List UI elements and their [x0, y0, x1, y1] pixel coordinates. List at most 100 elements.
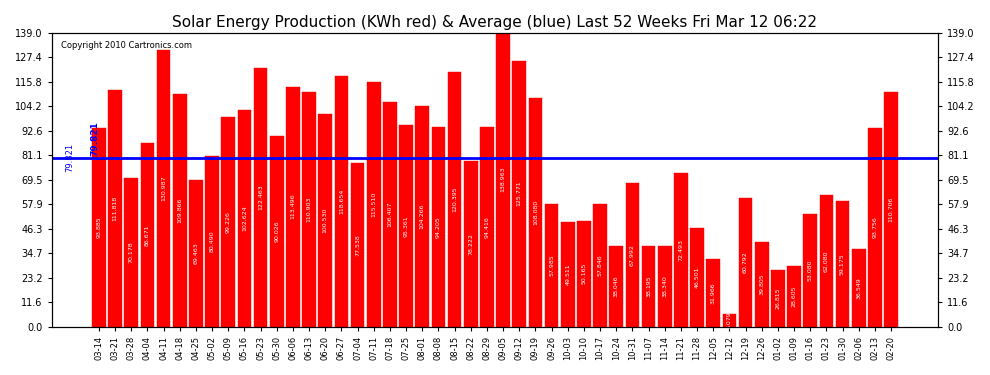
Bar [513, 60, 526, 327]
Text: 79.821: 79.821 [91, 121, 100, 156]
Text: 59.175: 59.175 [841, 253, 845, 275]
Text: 94.205: 94.205 [436, 216, 441, 238]
Bar [723, 314, 737, 327]
Bar [156, 50, 170, 327]
Bar [125, 178, 139, 327]
Bar [464, 161, 477, 327]
Title: Solar Energy Production (KWh red) & Average (blue) Last 52 Weeks Fri Mar 12 06:2: Solar Energy Production (KWh red) & Aver… [172, 15, 818, 30]
Text: 39.805: 39.805 [759, 274, 764, 296]
Bar [626, 183, 640, 327]
Text: 57.985: 57.985 [549, 255, 554, 276]
Text: 31.966: 31.966 [711, 282, 716, 304]
Text: 38.340: 38.340 [662, 275, 667, 297]
Bar [593, 204, 607, 327]
Bar [319, 114, 332, 327]
Text: 118.654: 118.654 [339, 189, 344, 214]
Bar [787, 266, 801, 327]
Text: 38.046: 38.046 [614, 276, 619, 297]
Text: 108.080: 108.080 [533, 200, 538, 225]
Text: 90.026: 90.026 [274, 220, 279, 242]
Text: 93.756: 93.756 [872, 217, 877, 238]
Text: 86.671: 86.671 [145, 224, 149, 246]
Bar [253, 68, 267, 327]
Text: 93.885: 93.885 [96, 217, 101, 238]
Bar [851, 249, 865, 327]
Bar [189, 180, 203, 327]
Bar [529, 98, 543, 327]
Bar [141, 143, 154, 327]
Bar [286, 87, 300, 327]
Text: 26.815: 26.815 [775, 288, 780, 309]
Text: 50.165: 50.165 [581, 263, 586, 284]
Bar [367, 82, 380, 327]
Bar [658, 246, 671, 327]
Text: 125.771: 125.771 [517, 181, 522, 207]
Text: 28.605: 28.605 [792, 286, 797, 307]
Bar [739, 198, 752, 327]
Bar [496, 33, 510, 327]
Text: 115.510: 115.510 [371, 192, 376, 217]
Text: 106.407: 106.407 [387, 201, 392, 227]
Bar [836, 201, 849, 327]
Text: 95.361: 95.361 [404, 215, 409, 237]
Text: 77.538: 77.538 [355, 234, 360, 255]
Bar [820, 195, 834, 327]
Text: 113.496: 113.496 [290, 194, 295, 219]
Text: 78.222: 78.222 [468, 233, 473, 255]
Bar [108, 90, 122, 327]
Bar [803, 214, 817, 327]
Text: 100.530: 100.530 [323, 208, 328, 233]
Bar [544, 204, 558, 327]
Bar [302, 92, 316, 327]
Text: 109.866: 109.866 [177, 198, 182, 223]
Text: 138.963: 138.963 [501, 167, 506, 192]
Bar [868, 128, 882, 327]
Bar [690, 228, 704, 327]
Bar [447, 72, 461, 327]
Text: 36.549: 36.549 [856, 277, 861, 299]
Bar [350, 163, 364, 327]
Bar [610, 246, 623, 327]
Bar [238, 110, 251, 327]
Text: 60.792: 60.792 [743, 252, 748, 273]
Text: Copyright 2010 Cartronics.com: Copyright 2010 Cartronics.com [60, 41, 192, 50]
Text: 110.903: 110.903 [307, 196, 312, 222]
Text: 72.493: 72.493 [678, 239, 683, 261]
Text: 46.501: 46.501 [695, 267, 700, 288]
Text: 38.195: 38.195 [646, 276, 651, 297]
Bar [432, 128, 446, 327]
Text: 53.080: 53.080 [808, 260, 813, 281]
Bar [270, 136, 283, 327]
Text: 102.624: 102.624 [242, 206, 247, 231]
Bar [642, 246, 655, 327]
Bar [222, 117, 236, 327]
Text: 67.992: 67.992 [630, 244, 635, 266]
Text: 79.821: 79.821 [65, 143, 74, 172]
Bar [416, 106, 429, 327]
Bar [577, 220, 591, 327]
Bar [754, 243, 768, 327]
Bar [707, 259, 720, 327]
Text: 110.706: 110.706 [889, 197, 894, 222]
Text: 120.395: 120.395 [452, 186, 457, 212]
Text: 6.079: 6.079 [727, 311, 732, 329]
Bar [399, 125, 413, 327]
Text: 130.987: 130.987 [161, 175, 166, 201]
Text: 69.463: 69.463 [193, 242, 198, 264]
Bar [674, 173, 688, 327]
Bar [173, 94, 187, 327]
Text: 122.463: 122.463 [258, 184, 263, 210]
Bar [92, 128, 106, 327]
Text: 70.178: 70.178 [129, 242, 134, 263]
Text: 94.416: 94.416 [484, 216, 489, 238]
Bar [383, 102, 397, 327]
Text: 111.818: 111.818 [113, 196, 118, 221]
Text: 80.490: 80.490 [210, 231, 215, 252]
Bar [480, 127, 494, 327]
Text: 99.226: 99.226 [226, 211, 231, 232]
Bar [205, 156, 219, 327]
Text: 57.846: 57.846 [598, 255, 603, 276]
Bar [884, 92, 898, 327]
Text: 104.266: 104.266 [420, 204, 425, 229]
Text: 49.511: 49.511 [565, 264, 570, 285]
